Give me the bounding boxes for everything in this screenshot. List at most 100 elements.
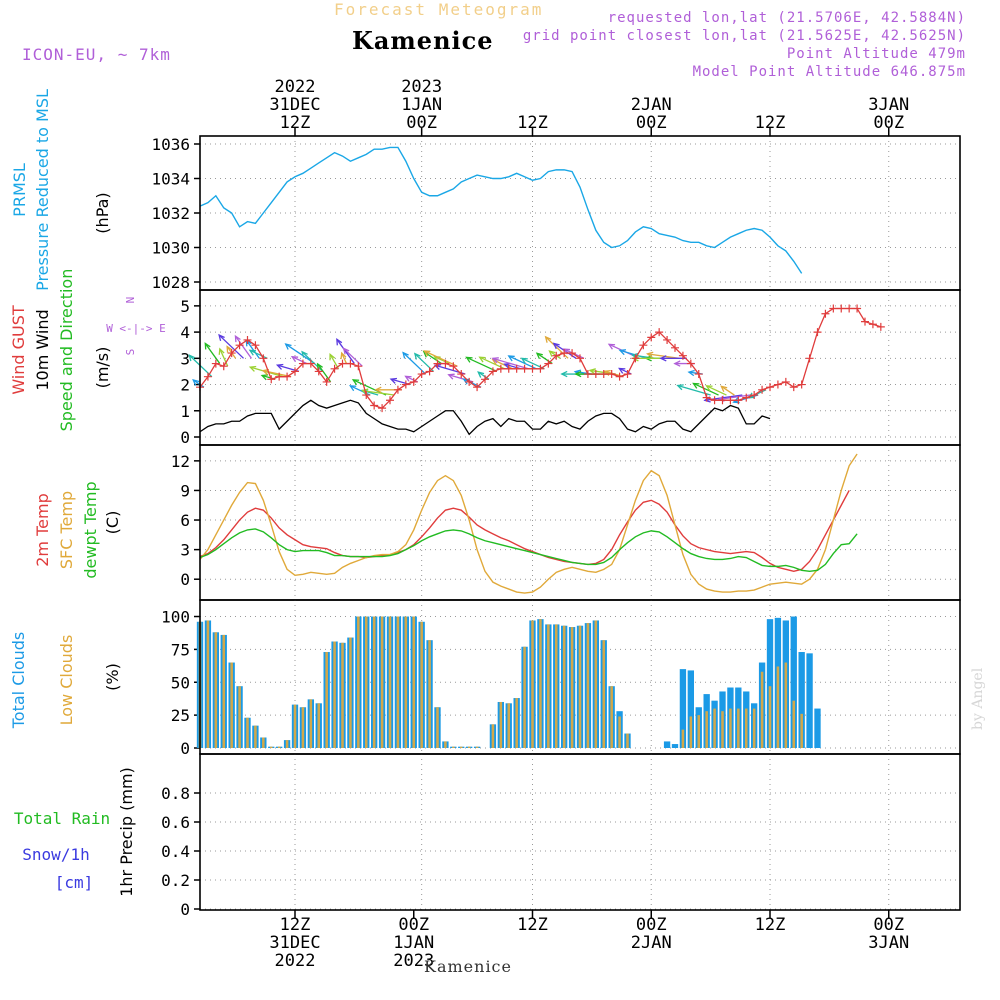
gust-marker bbox=[283, 372, 292, 381]
bar-low-clouds bbox=[380, 616, 384, 748]
bar-low-clouds bbox=[586, 623, 590, 748]
bar-low-clouds bbox=[697, 715, 701, 748]
arrow-head bbox=[248, 349, 257, 356]
panel-2: 0 1 2 3 4 5 N W <-|-> E S Wind GUST 10m Wind Speed … bbox=[9, 269, 961, 447]
bar-low-clouds bbox=[752, 708, 756, 748]
arrow-head bbox=[732, 397, 740, 404]
bar-low-clouds bbox=[222, 634, 226, 748]
bar-low-clouds bbox=[539, 619, 542, 748]
gust-marker bbox=[591, 370, 600, 379]
gust-marker bbox=[322, 377, 331, 386]
arrow-head bbox=[687, 369, 695, 377]
bar-low-clouds bbox=[420, 621, 423, 748]
bar-low-clouds bbox=[547, 624, 550, 748]
bar-total-clouds bbox=[790, 616, 797, 748]
gust-marker bbox=[275, 372, 284, 381]
bar-low-clouds bbox=[436, 707, 439, 748]
gust-marker bbox=[718, 396, 727, 405]
wind-direction-arrow bbox=[503, 362, 521, 370]
unit-label: (C) bbox=[103, 511, 122, 535]
bar-low-clouds bbox=[238, 686, 241, 748]
arrow-head bbox=[348, 385, 357, 392]
top-time-label: 2JAN bbox=[631, 95, 672, 115]
compass-west-east: W <-|-> E bbox=[106, 322, 166, 335]
gust-marker bbox=[694, 370, 703, 379]
wind-direction-arrow bbox=[692, 382, 719, 396]
arrow-shaft bbox=[245, 339, 260, 359]
arrow-head bbox=[389, 377, 398, 384]
arrow-head bbox=[340, 351, 347, 360]
bar-low-clouds bbox=[737, 708, 740, 748]
bar-low-clouds bbox=[349, 637, 352, 748]
wind-direction-arrow bbox=[192, 379, 205, 388]
gust-marker bbox=[647, 333, 656, 342]
y-tick-label: 0 bbox=[180, 570, 190, 589]
bottom-time-label: 00Z bbox=[873, 915, 904, 935]
wind-direction-arrow bbox=[218, 347, 229, 367]
bottom-time-label: 12Z bbox=[280, 915, 311, 935]
model-altitude: Model Point Altitude 646.875m bbox=[692, 64, 966, 80]
gust-marker bbox=[560, 349, 569, 358]
arrow-shaft bbox=[234, 335, 252, 359]
gust-marker bbox=[441, 359, 450, 368]
bar-total-clouds bbox=[766, 619, 774, 748]
wind-direction-arrow bbox=[477, 371, 490, 380]
point-altitude: Point Altitude 479m bbox=[786, 46, 966, 62]
y-tick-label: 100 bbox=[161, 608, 190, 627]
arrow-head bbox=[260, 374, 269, 381]
arrow-head bbox=[465, 356, 473, 363]
gust-marker bbox=[354, 362, 363, 371]
bar-low-clouds bbox=[594, 620, 598, 748]
gust-marker bbox=[710, 396, 719, 405]
y-tick-label: 1032 bbox=[151, 204, 190, 223]
y-tick-label: 75 bbox=[171, 640, 190, 659]
gust-marker bbox=[370, 401, 379, 410]
arrow-head bbox=[645, 351, 654, 358]
arrow-head bbox=[301, 350, 308, 358]
arrow-head bbox=[329, 352, 336, 361]
gust-marker bbox=[449, 362, 458, 371]
wind-direction-arrow bbox=[340, 351, 348, 364]
arrow-shaft bbox=[219, 348, 229, 367]
bar-low-clouds bbox=[301, 707, 305, 748]
panel-4: 0 25 50 75 100 Total Clouds Low Clouds (%) bbox=[9, 599, 961, 758]
bar-low-clouds bbox=[428, 640, 431, 748]
arrow-head bbox=[290, 356, 299, 363]
bar-low-clouds bbox=[206, 620, 210, 748]
y-tick-label: 0.4 bbox=[161, 842, 190, 861]
footer-location: Kamenice bbox=[424, 957, 512, 976]
top-time-label: 31DEC bbox=[269, 95, 320, 115]
bar-low-clouds bbox=[578, 625, 582, 748]
y-tick-label: 0 bbox=[180, 739, 190, 758]
bar-low-clouds bbox=[602, 640, 606, 748]
gust-marker bbox=[259, 354, 268, 363]
watermark: by Angel bbox=[970, 667, 986, 730]
gust-marker bbox=[291, 367, 299, 376]
gust-marker bbox=[742, 393, 751, 402]
gust-marker bbox=[607, 370, 616, 379]
gust-marker bbox=[797, 380, 806, 389]
gust-marker bbox=[528, 364, 537, 373]
gust-marker bbox=[211, 359, 220, 368]
wind-direction-arrow bbox=[248, 349, 268, 359]
wind-direction-arrow bbox=[645, 351, 680, 359]
gust-marker bbox=[568, 349, 577, 358]
gust-marker bbox=[512, 364, 521, 373]
gust-marker bbox=[378, 404, 387, 413]
gust-marker bbox=[473, 383, 482, 392]
arrow-shaft bbox=[508, 355, 537, 370]
y-tick-label: 1030 bbox=[151, 239, 190, 258]
arrow-head bbox=[618, 349, 627, 356]
arrow-head bbox=[552, 342, 560, 350]
series-line-2m-temp bbox=[199, 490, 850, 573]
gust-marker bbox=[306, 359, 315, 368]
y-tick-label: 25 bbox=[171, 706, 190, 725]
bar-low-clouds bbox=[570, 627, 574, 748]
bar-low-clouds bbox=[618, 716, 621, 748]
bar-low-clouds bbox=[491, 724, 495, 748]
arrow-shaft bbox=[647, 353, 680, 359]
arrow-shaft bbox=[218, 334, 244, 359]
arrow-shaft bbox=[285, 343, 316, 365]
bottom-time-label: 00Z bbox=[398, 915, 429, 935]
bar-total-clouds bbox=[679, 669, 687, 748]
